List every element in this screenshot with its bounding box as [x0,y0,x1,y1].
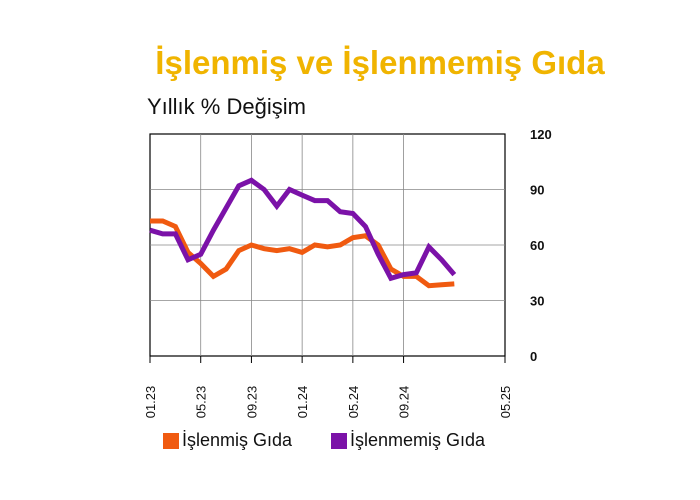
y-tick-label: 120 [530,127,552,142]
x-tick-label: 01.24 [295,386,310,419]
chart-legend: İşlenmiş Gıda İşlenmemiş Gıda [0,430,700,454]
x-tick-label: 05.25 [498,386,513,419]
series-line-unprocessed [149,177,457,282]
x-tick-label: 09.23 [244,386,259,419]
y-tick-label: 90 [530,183,544,198]
y-tick-label: 0 [530,349,537,364]
legend-item-processed: İşlenmiş Gıda [163,430,292,451]
x-tick-label: 05.24 [346,386,361,419]
x-tick-label: 01.23 [143,386,158,419]
legend-swatch-processed [163,432,179,449]
y-tick-label: 60 [530,238,544,253]
y-tick-label: 30 [530,294,544,309]
legend-label-processed: İşlenmiş Gıda [182,430,293,450]
chart-title: İşlenmiş ve İşlenmemiş Gıda [155,44,605,81]
chart-subtitle: Yıllık % Değişim [147,94,306,119]
legend-swatch-unprocessed [331,432,347,449]
legend-label-unprocessed: İşlenmemiş Gıda [350,430,486,450]
legend-item-unprocessed: İşlenmemiş Gıda [331,430,485,451]
x-tick-label: 05.23 [194,386,209,419]
x-tick-label: 09.24 [397,386,412,419]
